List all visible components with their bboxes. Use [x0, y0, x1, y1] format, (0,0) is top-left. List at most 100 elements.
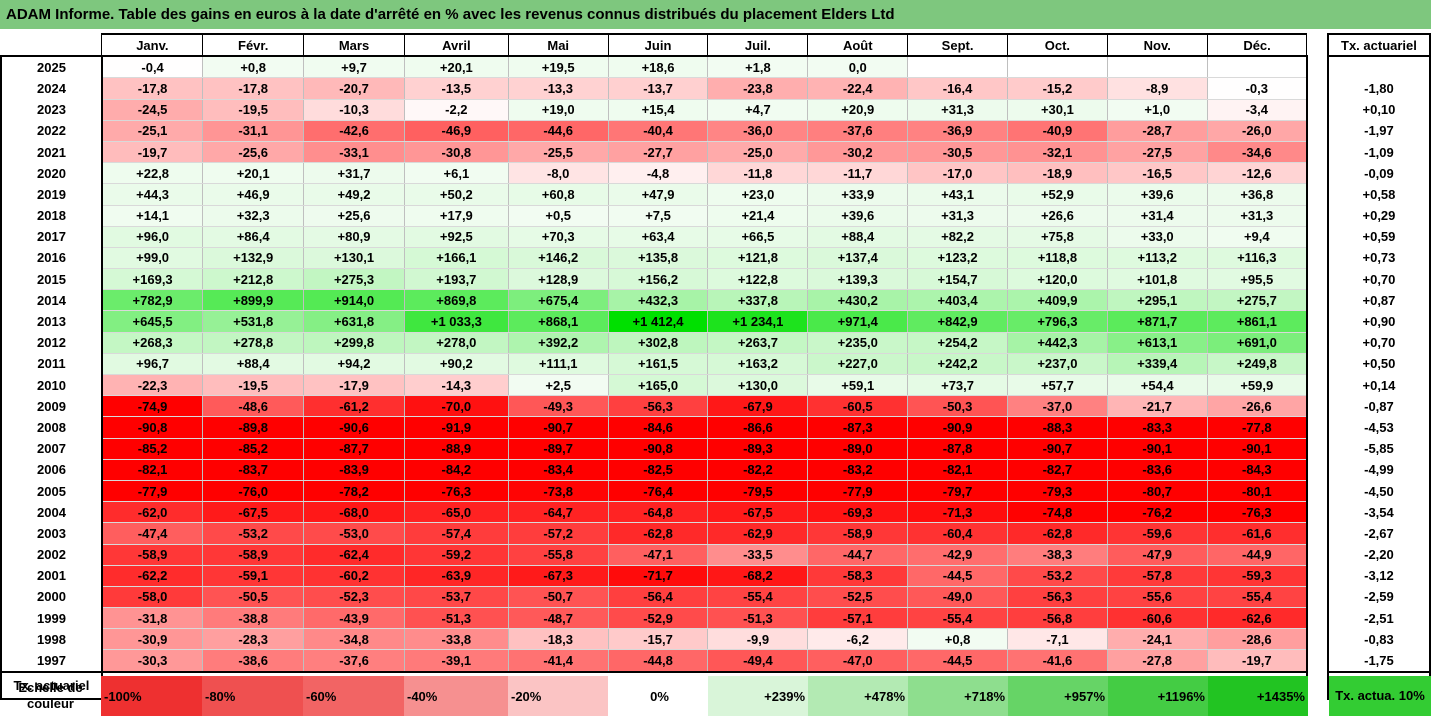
value-cell: -59,3	[1206, 565, 1308, 587]
value-cell: +82,2	[907, 226, 1008, 248]
value-cell: -49,4	[707, 649, 809, 673]
column-gap	[1307, 184, 1328, 205]
table-row: 2015 +169,3 +212,8 +275,3 +193,7 +128,9 +156,2…	[0, 268, 1431, 291]
value-cell: +122,8	[707, 268, 809, 291]
column-gap	[1307, 290, 1328, 311]
value-cell: -36,9	[907, 120, 1008, 142]
legend-10-percent: Tx. actua. 10%	[1329, 676, 1431, 716]
value-cell: -60,6	[1106, 607, 1208, 630]
value-cell: +842,9	[907, 310, 1008, 333]
value-cell: -31,1	[202, 120, 305, 142]
actuarial-cell: -3,54	[1326, 501, 1431, 523]
month-header: Nov.	[1106, 32, 1208, 58]
value-cell: +130,0	[707, 374, 809, 397]
value-cell: +254,2	[907, 332, 1008, 354]
value-cell: +263,7	[707, 332, 809, 354]
value-cell: +0,5	[507, 205, 609, 227]
value-cell: +23,0	[707, 183, 809, 206]
value-cell: -60,5	[807, 395, 909, 418]
value-cell: -26,0	[1206, 120, 1308, 142]
value-cell: +275,7	[1206, 289, 1308, 312]
value-cell: +26,6	[1006, 205, 1108, 227]
value-cell: -25,6	[202, 141, 305, 164]
value-cell: -63,9	[403, 565, 509, 587]
value-cell: +861,1	[1206, 310, 1308, 333]
value-cell: +4,7	[707, 99, 809, 121]
value-cell: -52,3	[303, 586, 405, 609]
column-gap	[1307, 226, 1328, 247]
actuarial-cell: +0,29	[1326, 205, 1431, 227]
value-cell: -68,2	[707, 565, 809, 587]
value-cell: +235,0	[807, 332, 909, 354]
value-cell: -28,3	[202, 628, 305, 651]
value-cell: -47,0	[807, 649, 909, 673]
year-label: 2014	[0, 289, 103, 311]
value-cell: +268,3	[101, 332, 204, 354]
value-cell: +242,2	[907, 353, 1008, 376]
value-cell: -50,7	[507, 586, 609, 609]
column-gap	[1307, 523, 1328, 544]
year-label: 1999	[0, 607, 103, 629]
value-cell: +868,1	[507, 310, 609, 333]
actuarial-cell: -4,99	[1326, 459, 1431, 481]
scale-step: +239%	[708, 676, 808, 716]
value-cell: -16,4	[907, 77, 1008, 100]
table-row: 2021 -19,7 -25,6 -33,1 -30,8 -25,5 -27,7 -25,0-…	[0, 141, 1431, 164]
value-cell: -90,7	[507, 416, 609, 439]
column-gap	[1307, 34, 1328, 56]
value-cell: +409,9	[1006, 289, 1108, 312]
scale-step: -80%	[202, 676, 303, 716]
value-cell: -53,2	[1006, 565, 1108, 587]
table-row: 2025 -0,4 +0,8 +9,7 +20,1 +19,5 +18,6 +1,8 0,0	[0, 56, 1431, 79]
actuarial-cell: -1,75	[1326, 649, 1431, 672]
year-label: 2022	[0, 120, 103, 142]
table-row: 2007 -85,2 -85,2 -87,7 -88,9 -89,7 -90,8 -89,3-…	[0, 438, 1431, 460]
value-cell: -68,0	[303, 501, 405, 524]
table-row: 2019 +44,3 +46,9 +49,2 +50,2 +60,8 +47,9 +23,0 +…	[0, 183, 1431, 206]
value-cell: -44,5	[907, 649, 1008, 673]
value-cell: -36,0	[707, 120, 809, 142]
value-cell: -67,5	[707, 501, 809, 524]
value-cell: -60,2	[303, 565, 405, 587]
value-cell: -82,7	[1006, 459, 1108, 481]
value-cell: -62,8	[607, 522, 709, 545]
value-cell: -91,9	[403, 416, 509, 439]
value-cell: -57,1	[807, 607, 909, 630]
actuarial-cell: -1,09	[1326, 141, 1431, 163]
value-cell: -22,4	[807, 77, 909, 100]
scale-step: +1435%	[1208, 676, 1308, 716]
year-label: 2005	[0, 480, 103, 502]
value-cell: -20,7	[303, 77, 405, 100]
value-cell: -44,8	[607, 649, 709, 673]
value-cell: +275,3	[303, 268, 405, 291]
value-cell: +971,4	[807, 310, 909, 333]
column-gap	[1307, 141, 1328, 162]
value-cell: -85,2	[101, 438, 204, 460]
value-cell: +227,0	[807, 353, 909, 376]
value-cell: -18,3	[507, 628, 609, 651]
value-cell: -67,9	[707, 395, 809, 418]
value-cell: -43,9	[303, 607, 405, 630]
value-cell: -55,4	[1206, 586, 1308, 609]
value-cell: -28,7	[1106, 120, 1208, 142]
value-cell: -13,7	[607, 77, 709, 100]
value-cell: -24,1	[1106, 628, 1208, 651]
footer-label: Tx. actuariel	[0, 670, 103, 700]
value-cell: -58,3	[807, 565, 909, 587]
value-cell: -62,6	[1206, 607, 1308, 630]
value-cell: -82,1	[907, 459, 1008, 481]
table-row: 2013 +645,5 +531,8 +631,8 +1 033,3 +868,1 +1 4…	[0, 310, 1431, 333]
value-cell: -58,9	[202, 544, 305, 566]
value-cell: -90,8	[607, 438, 709, 460]
value-cell: -42,6	[303, 120, 405, 142]
value-cell: -15,7	[607, 628, 709, 651]
table-row: 2004 -62,0 -67,5 -68,0 -65,0 -64,7 -64,8 -67,5-…	[0, 501, 1431, 524]
year-label: 2010	[0, 374, 103, 396]
value-cell: -90,1	[1206, 438, 1308, 460]
value-cell: -27,5	[1106, 141, 1208, 164]
value-cell: +302,8	[607, 332, 709, 354]
value-cell: -62,2	[101, 565, 204, 587]
value-cell: +237,0	[1006, 353, 1108, 376]
year-label: 2025	[0, 56, 103, 78]
value-cell: +7,5	[607, 205, 709, 227]
